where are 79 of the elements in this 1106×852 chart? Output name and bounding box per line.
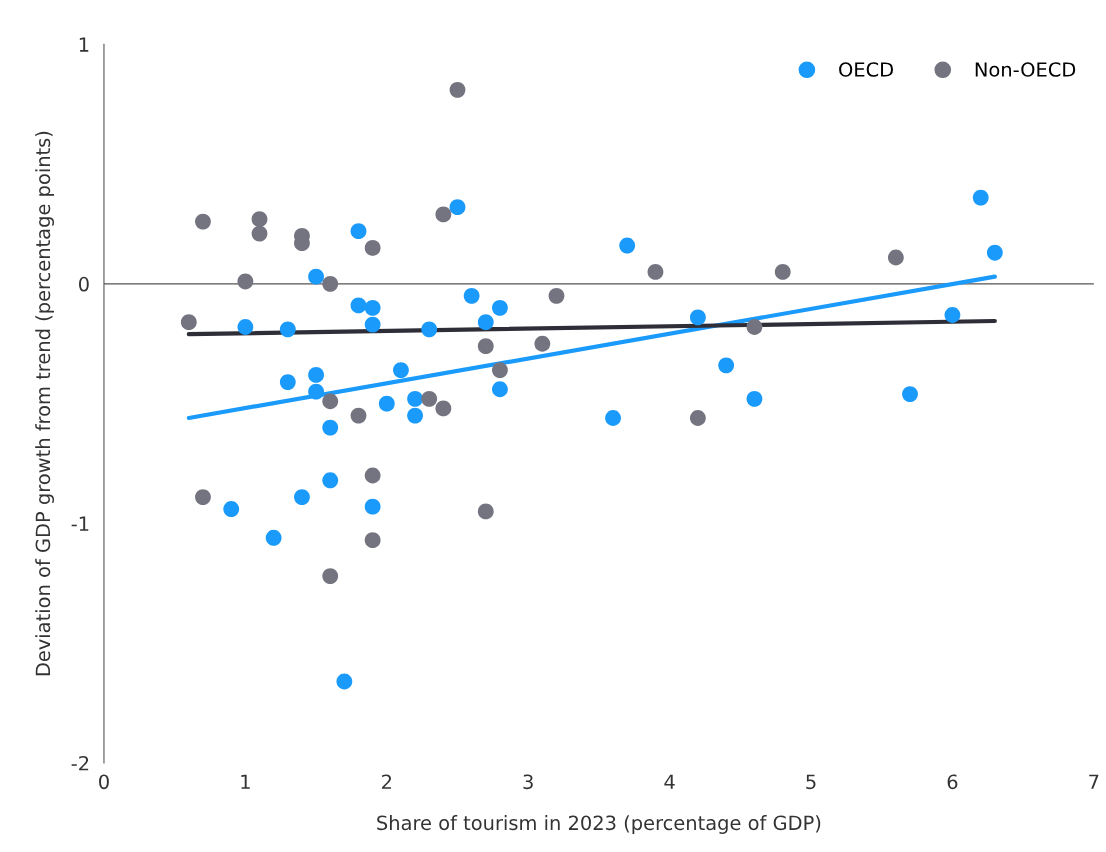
point xyxy=(902,386,918,402)
point xyxy=(322,393,339,410)
point xyxy=(364,299,381,316)
point xyxy=(972,189,989,206)
point xyxy=(378,395,395,412)
point xyxy=(449,199,466,216)
point xyxy=(322,472,339,489)
point xyxy=(364,467,381,484)
x-tick-label: 0 xyxy=(99,774,109,790)
point xyxy=(308,268,324,285)
point xyxy=(308,366,324,383)
y-tick-label: 0 xyxy=(78,276,89,292)
y-axis-title: Deviation of GDP growth from trend (percentage points) xyxy=(35,131,55,676)
point xyxy=(435,400,452,417)
point xyxy=(619,237,636,254)
legend-label: OECD xyxy=(839,62,893,77)
point xyxy=(393,362,409,379)
point xyxy=(322,275,339,292)
point xyxy=(421,390,438,407)
point xyxy=(364,240,381,256)
point xyxy=(350,223,367,240)
point xyxy=(294,489,310,505)
point xyxy=(477,503,494,520)
point xyxy=(322,419,339,436)
point xyxy=(944,307,961,323)
point xyxy=(421,321,438,338)
point xyxy=(534,335,551,352)
point xyxy=(407,390,423,407)
point xyxy=(463,287,480,304)
y-tick-label: -2 xyxy=(71,755,89,771)
point xyxy=(986,244,1003,261)
point xyxy=(195,213,211,230)
point xyxy=(364,532,381,549)
x-tick-label: 6 xyxy=(947,774,958,790)
y-tick-label: -1 xyxy=(71,516,89,531)
point xyxy=(336,673,353,690)
point xyxy=(746,390,763,407)
point xyxy=(195,489,211,505)
point xyxy=(647,263,664,280)
point xyxy=(605,410,621,426)
point xyxy=(491,381,508,398)
y-tick-label: 1 xyxy=(79,37,89,52)
point xyxy=(237,273,254,290)
point xyxy=(308,383,324,400)
point xyxy=(491,362,508,379)
point xyxy=(449,81,466,98)
point xyxy=(364,498,381,515)
point xyxy=(435,206,452,223)
point xyxy=(251,225,268,242)
point xyxy=(477,338,494,355)
point xyxy=(251,211,268,228)
x-tick-label: 1 xyxy=(241,774,250,789)
point xyxy=(477,314,494,331)
point xyxy=(718,357,735,374)
x-tick-label: 7 xyxy=(1089,774,1099,789)
point xyxy=(237,319,254,335)
x-tick-label: 3 xyxy=(523,774,533,790)
x-tick-label: 4 xyxy=(664,774,675,789)
point xyxy=(689,410,706,426)
point xyxy=(548,287,565,304)
point xyxy=(350,297,367,314)
point xyxy=(407,407,423,424)
point xyxy=(774,263,791,280)
x-tick-label: 2 xyxy=(382,774,392,789)
point xyxy=(322,568,339,585)
legend-label: Non-OECD xyxy=(975,62,1076,77)
point xyxy=(689,309,706,326)
point xyxy=(887,249,904,266)
point xyxy=(746,319,763,335)
point xyxy=(279,374,296,390)
point xyxy=(364,316,381,333)
point xyxy=(491,299,508,316)
point xyxy=(350,407,367,424)
point xyxy=(180,314,197,331)
x-tick-label: 5 xyxy=(806,774,816,790)
point xyxy=(223,501,240,517)
point xyxy=(265,529,282,546)
point xyxy=(279,321,296,338)
x-axis-title: Share of tourism in 2023 (percentage of GDP) xyxy=(377,815,821,834)
